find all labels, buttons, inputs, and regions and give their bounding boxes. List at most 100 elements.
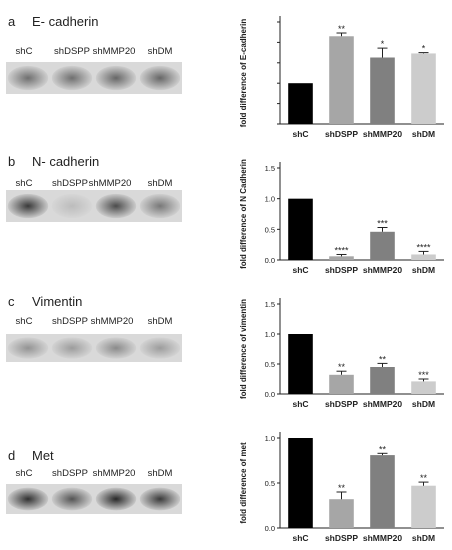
x-tick-label: shDSPP: [325, 265, 358, 275]
bar: [370, 367, 395, 394]
blot-band: [139, 487, 181, 511]
x-tick-label: shDSPP: [325, 399, 358, 409]
bar: [288, 438, 313, 528]
panel-title: E- cadherin: [32, 14, 99, 29]
bar: [411, 53, 436, 124]
bar: [411, 254, 436, 260]
blot-band: [139, 337, 181, 359]
bar-chart: fold difference of met 0.0 0.5 1.0 shC ** shDS…: [239, 432, 444, 543]
significance-label: **: [338, 24, 346, 34]
blot-band: [139, 193, 181, 219]
bar: [329, 374, 354, 394]
y-tick-label: 1.0: [265, 195, 275, 204]
significance-label: **: [420, 473, 428, 483]
bar: [288, 198, 313, 260]
bar: [329, 499, 354, 528]
significance-label: ***: [377, 218, 388, 228]
lane-label: shDM: [147, 178, 173, 189]
lane-label: shMMP20: [92, 46, 136, 57]
blot-band: [95, 65, 137, 91]
y-axis-label: fold difference of met: [239, 442, 248, 524]
lane-label: shC: [15, 178, 33, 189]
panel-title: Vimentin: [32, 294, 83, 309]
blot-band: [51, 193, 93, 219]
lane-label: shDSPP: [52, 468, 88, 479]
blot-band: [7, 337, 49, 359]
blot-band: [7, 487, 49, 511]
bar: [329, 36, 354, 124]
y-tick-label: 0.5: [265, 225, 275, 234]
western-blot: [6, 190, 182, 222]
bar: [370, 231, 395, 260]
panel-title: N- cadherin: [32, 154, 100, 169]
x-tick-label: shMMP20: [363, 533, 402, 543]
blot-band: [51, 65, 93, 91]
bar: [288, 83, 313, 124]
panel-letter: c: [8, 294, 15, 309]
y-tick-label: 0.0: [265, 390, 275, 399]
lane-label: shDSPP: [52, 178, 88, 189]
panel-letter: a: [8, 14, 16, 29]
blot-band: [95, 337, 137, 359]
blot-band: [95, 487, 137, 511]
y-axis-label: fold difference of vimentin: [239, 299, 248, 399]
western-blot: [6, 484, 182, 514]
bar-chart: fold difference of N Cadherin 0.0 0.5 1.0 1.…: [239, 159, 444, 275]
x-tick-label: shDSPP: [325, 129, 358, 139]
blot-band: [7, 65, 49, 91]
panel-letter: b: [8, 154, 16, 169]
lane-label: shMMP20: [92, 468, 136, 479]
x-tick-label: shC: [292, 533, 308, 543]
lane-label: shDM: [147, 468, 173, 479]
lane-label: shC: [15, 316, 33, 327]
significance-label: **: [379, 354, 387, 364]
bar: [288, 334, 313, 394]
significance-label: ****: [416, 242, 431, 252]
y-axis-label: fold difference of E-cadherin: [239, 19, 248, 128]
lane-label: shMMP20: [88, 178, 132, 189]
lane-label: shDSPP: [52, 316, 88, 327]
x-tick-label: shMMP20: [363, 265, 402, 275]
blot-band: [51, 487, 93, 511]
x-tick-label: shMMP20: [363, 399, 402, 409]
y-tick-label: 1.5: [265, 300, 275, 309]
significance-label: **: [338, 362, 346, 372]
y-tick-label: 0.0: [265, 524, 275, 533]
bar: [411, 381, 436, 394]
bar: [370, 57, 395, 124]
panel-letter: d: [8, 448, 16, 463]
y-tick-label: 1.5: [265, 164, 275, 173]
x-tick-label: shDM: [412, 533, 435, 543]
y-tick-label: 0.5: [265, 360, 275, 369]
x-tick-label: shC: [292, 265, 308, 275]
bar: [411, 485, 436, 528]
bar-chart: fold difference of E-cadherinshC**shDSPP…: [239, 16, 444, 139]
significance-label: *: [422, 44, 426, 54]
lane-label: shC: [15, 468, 33, 479]
y-tick-label: 1.0: [265, 434, 275, 443]
x-tick-label: shDM: [412, 265, 435, 275]
lane-label: shDM: [147, 46, 173, 57]
y-axis-label: fold difference of N Cadherin: [239, 159, 248, 269]
blot-band: [139, 65, 181, 91]
significance-label: ****: [334, 245, 349, 255]
significance-label: **: [379, 444, 387, 454]
bar-chart: fold difference of vimentin 0.0 0.5 1.0 1.5 s…: [239, 298, 444, 409]
y-tick-label: 0.0: [265, 256, 275, 265]
significance-label: **: [338, 483, 346, 493]
western-blot: [6, 334, 182, 362]
x-tick-label: shC: [292, 399, 308, 409]
lane-label: shDM: [147, 316, 173, 327]
x-tick-label: shC: [292, 129, 308, 139]
significance-label: ***: [418, 370, 429, 380]
blot-band: [95, 193, 137, 219]
significance-label: *: [381, 39, 385, 49]
lane-label: shDSPP: [54, 46, 90, 57]
bar: [370, 455, 395, 528]
bar: [329, 256, 354, 260]
western-blot: [6, 62, 182, 94]
y-tick-label: 0.5: [265, 479, 275, 488]
blot-band: [7, 193, 49, 219]
x-tick-label: shDM: [412, 399, 435, 409]
blot-band: [51, 337, 93, 359]
